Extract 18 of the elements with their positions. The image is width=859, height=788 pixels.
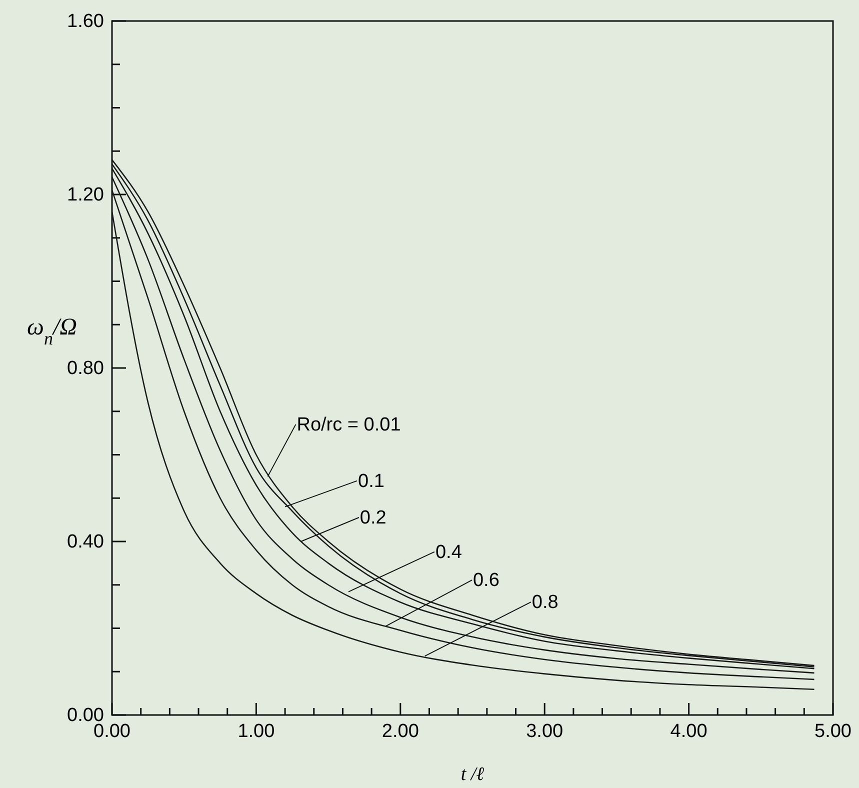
- x-tick-label: 3.00: [526, 721, 564, 742]
- annotation: 0.1: [358, 470, 384, 492]
- annotation: 0.8: [532, 592, 558, 614]
- x-tick-label: 2.00: [382, 721, 419, 742]
- x-tick-label: 0.00: [94, 721, 130, 742]
- annotation: 0.6: [472, 570, 500, 592]
- annotation: Ro/rc = 0.01: [296, 414, 401, 436]
- y-tick-label: 1.20: [67, 184, 104, 206]
- y-tick-label: 0.80: [67, 358, 104, 379]
- x-axis-title: t /ℓ: [460, 764, 484, 785]
- x-tick-label: 4.00: [670, 721, 708, 742]
- y-tick-label: 1.60: [67, 11, 104, 32]
- x-tick-label: 5.00: [814, 721, 852, 742]
- y-axis-title: ω$_{n}$/Ω: [27, 314, 77, 348]
- annotation: 0.2: [360, 508, 386, 528]
- y-tick-label: 0.40: [67, 532, 104, 552]
- x-tick-label: 1.00: [238, 721, 275, 742]
- annotation: 0.4: [435, 542, 462, 563]
